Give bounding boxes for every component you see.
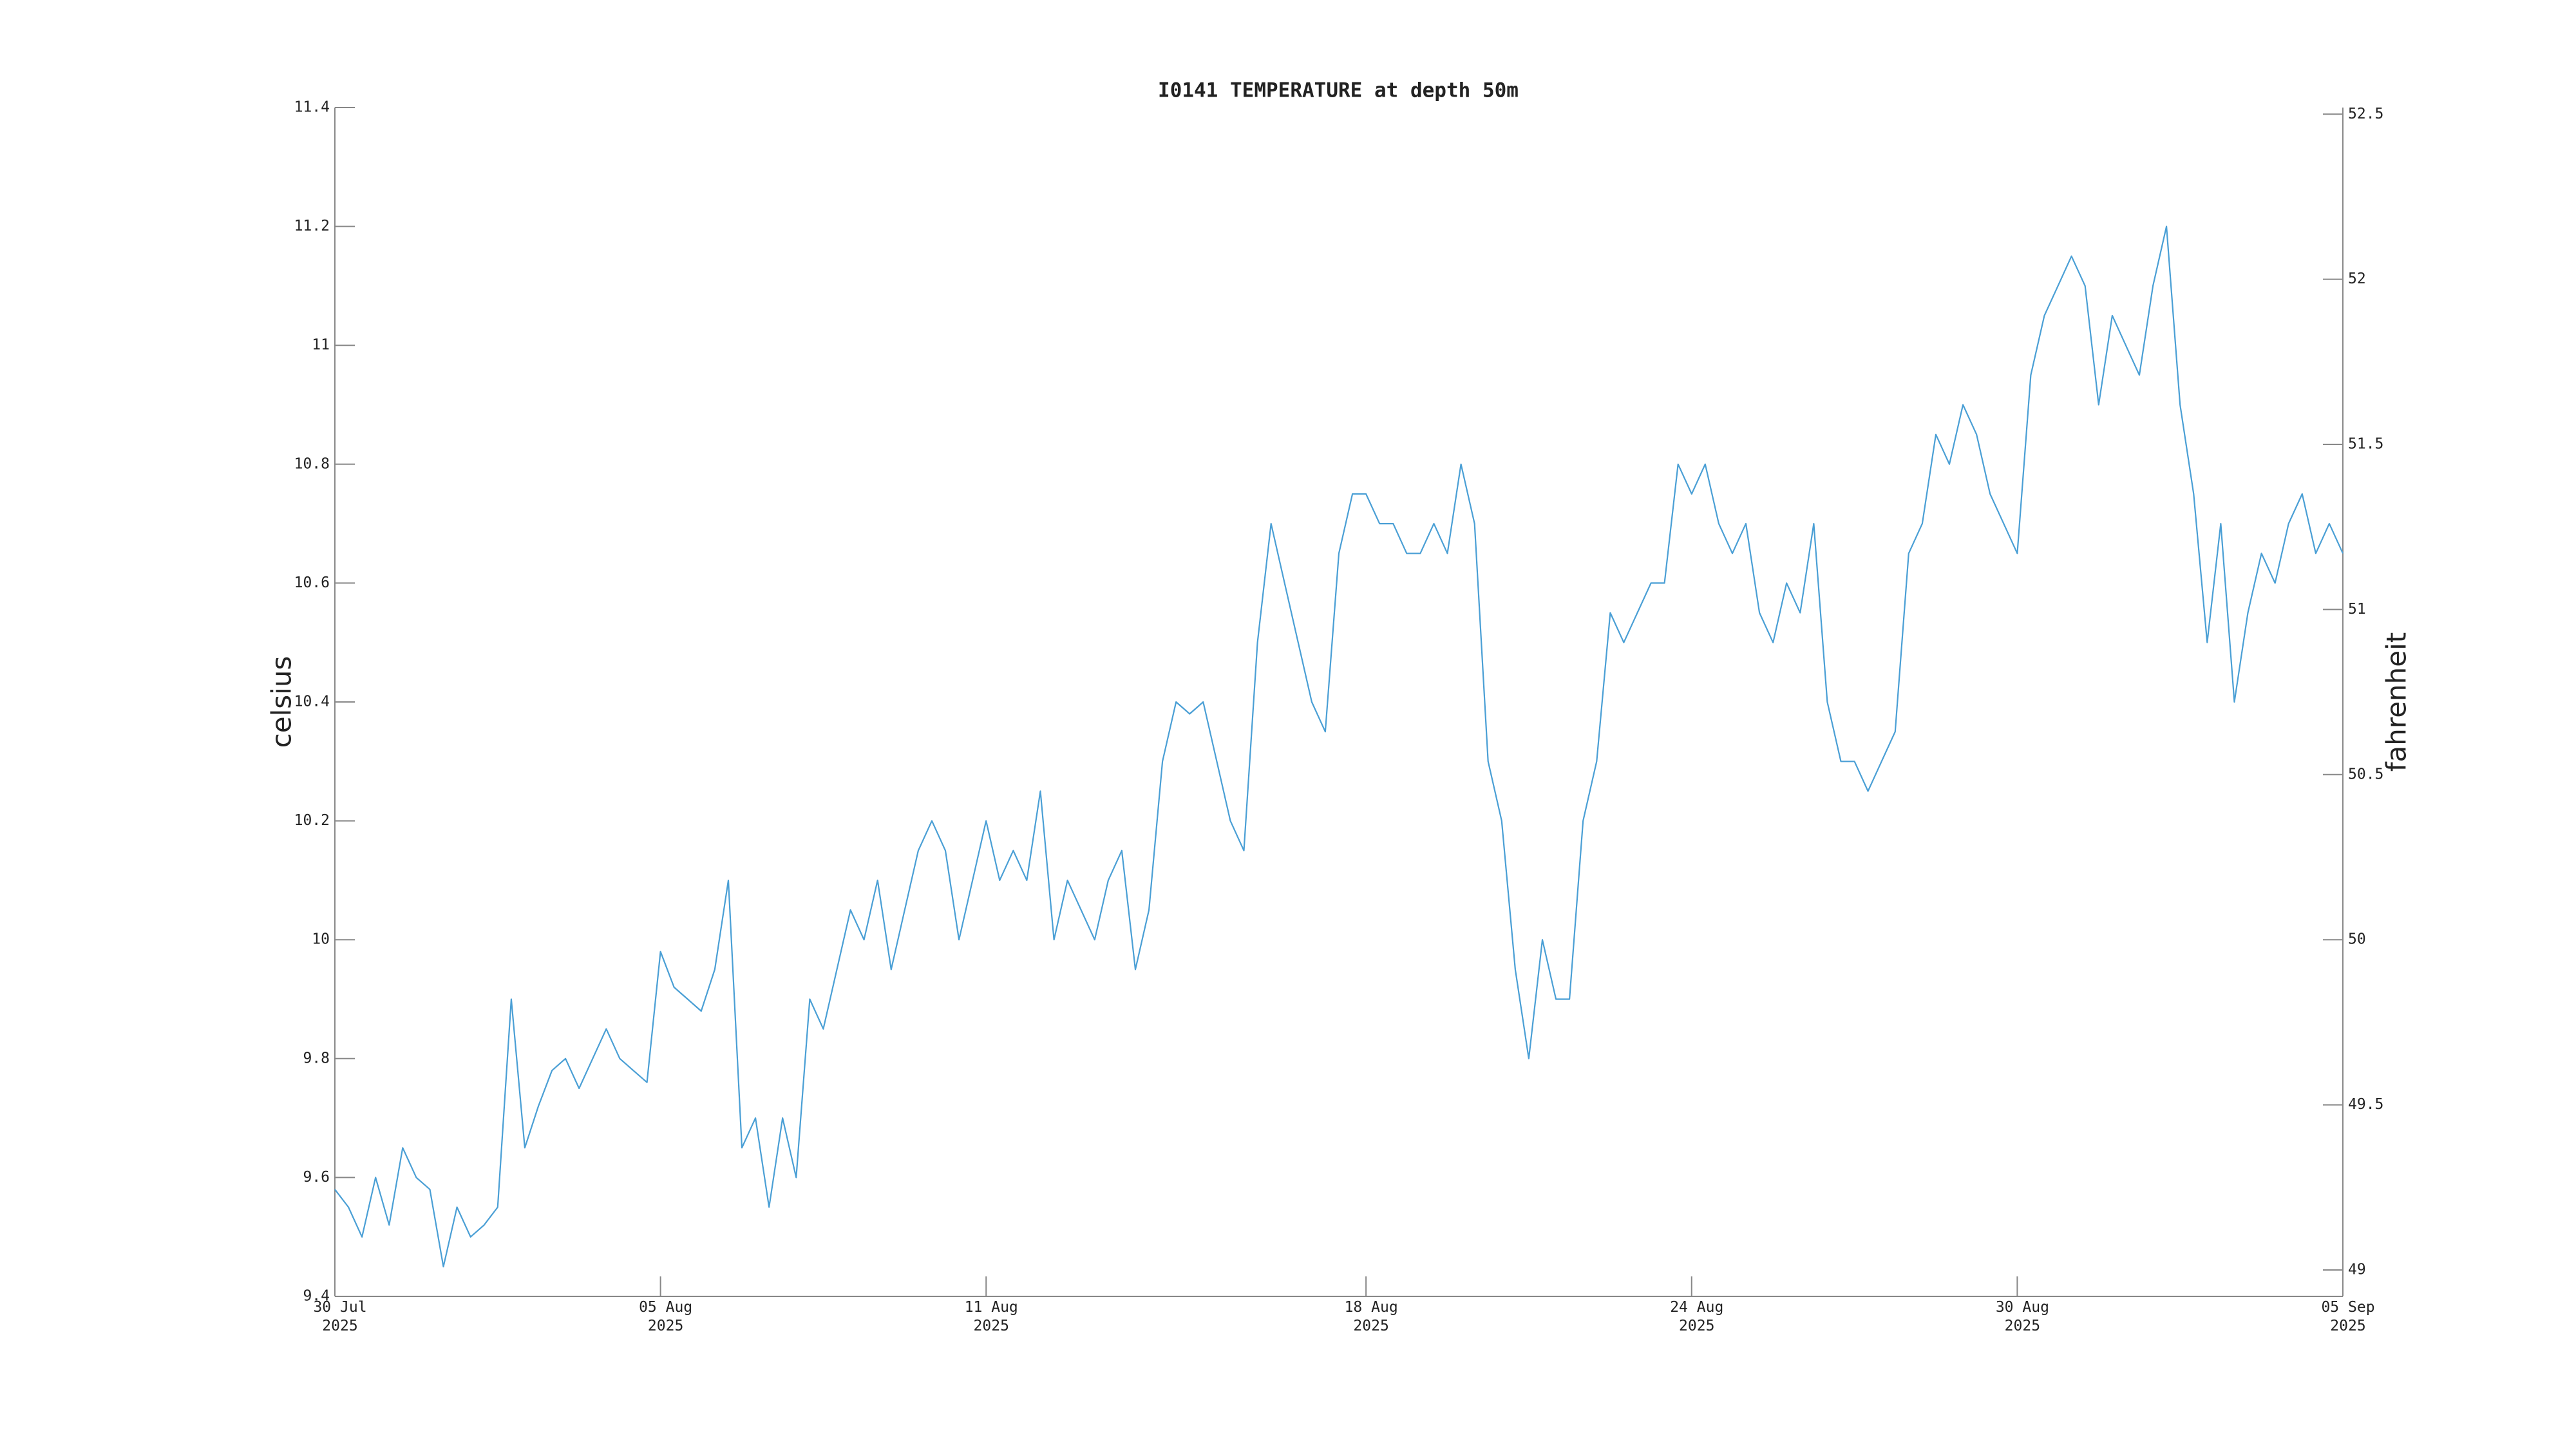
y-tick-label: 9.6: [303, 1169, 330, 1186]
y2-axis-label: fahrenheit: [2381, 632, 2412, 772]
y-tick-label: 11: [312, 337, 330, 354]
y2-tick-label: 51.5: [2348, 436, 2383, 453]
y-tick-label: 9.8: [303, 1050, 330, 1066]
y-tick-label: 10: [312, 931, 330, 948]
y2-tick-label: 50.5: [2348, 766, 2383, 782]
y2-tick-label: 49.5: [2348, 1096, 2383, 1113]
x-tick-label: 05 Aug 2025: [639, 1299, 693, 1334]
x-tick-label: 11 Aug 2025: [964, 1299, 1018, 1334]
y-tick-label: 10.6: [294, 574, 330, 591]
y-axis-label: celsius: [266, 656, 298, 748]
y2-tick-label: 50: [2348, 931, 2366, 948]
x-tick-label: 18 Aug 2025: [1344, 1299, 1398, 1334]
y-tick-label: 10.8: [294, 455, 330, 472]
y-tick-label: 9.4: [303, 1288, 330, 1305]
x-tick-label: 05 Sep 2025: [2321, 1299, 2375, 1334]
y-tick-label: 10.4: [294, 694, 330, 710]
x-tick-label: 30 Jul 2025: [313, 1299, 367, 1334]
x-tick-label: 30 Aug 2025: [1995, 1299, 2049, 1334]
data-line: [334, 225, 2344, 1267]
y2-tick-label: 49: [2348, 1261, 2366, 1278]
y-tick-label: 10.2: [294, 812, 330, 829]
y2-tick-label: 52: [2348, 270, 2366, 287]
y-tick-label: 11.4: [294, 99, 330, 116]
y2-tick-label: 51: [2348, 601, 2366, 618]
y-tick-label: 11.2: [294, 218, 330, 234]
y2-tick-label: 52.5: [2348, 106, 2383, 122]
x-tick-label: 24 Aug 2025: [1670, 1299, 1724, 1334]
chart-title: I0141 TEMPERATURE at depth 50m: [1158, 79, 1519, 102]
